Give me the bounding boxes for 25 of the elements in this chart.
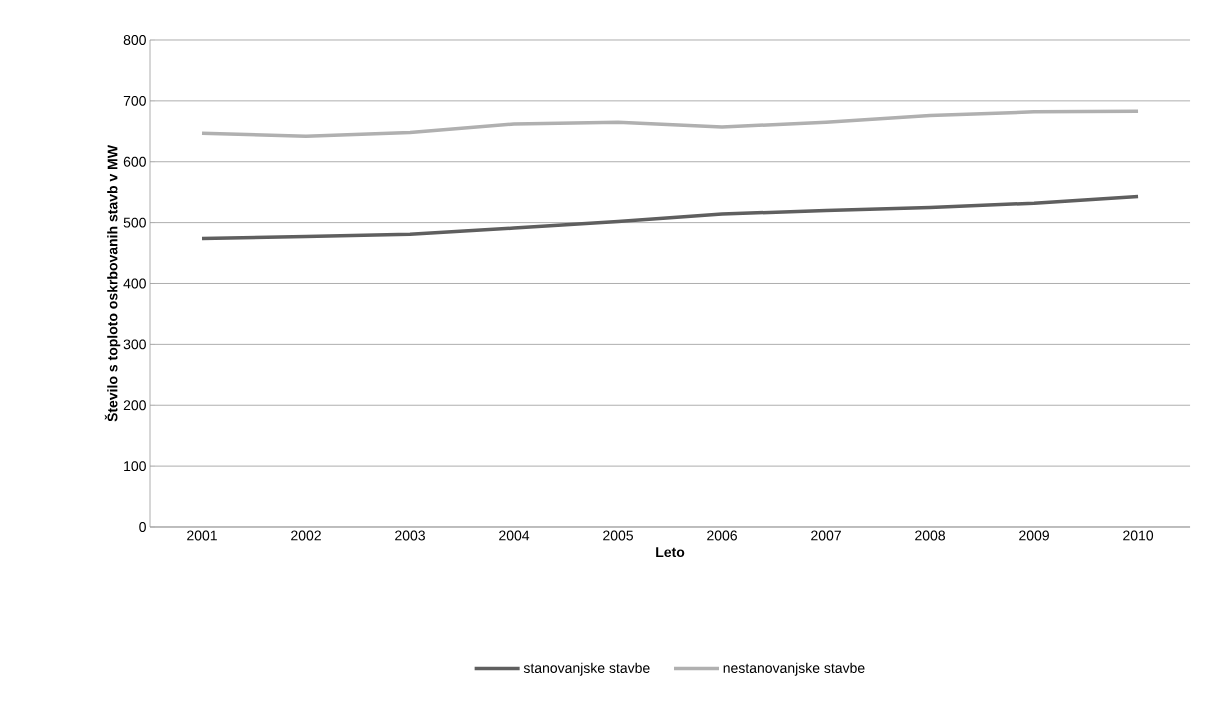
x-tick-label: 2007 (811, 530, 841, 541)
x-tick-label: 2009 (1019, 530, 1049, 541)
y-tick-label: 700 (123, 95, 146, 106)
x-tick-label: 2001 (187, 530, 217, 541)
x-tick-label: 2005 (603, 530, 634, 541)
y-tick-label: 0 (139, 522, 146, 532)
y-tick-label: 400 (123, 278, 146, 289)
legend-label: stanovanjske stavbe (523, 662, 650, 676)
x-tick-label: 2010 (1123, 530, 1154, 541)
y-tick-label: 200 (123, 400, 146, 411)
x-tick-label: 2006 (707, 530, 737, 541)
line-series (200, 194, 1140, 241)
x-tick-label: 2008 (915, 530, 946, 541)
y-axis-title: Število s toploto oskrbovanih stavb v MW (104, 145, 121, 422)
x-tick-label: 2002 (291, 530, 321, 541)
x-axis-title: Leto (656, 547, 685, 558)
y-tick-label: 300 (123, 339, 146, 350)
legend-label: nestanovanjske stavbe (723, 662, 865, 676)
y-tick-label: 800 (123, 35, 146, 45)
y-tick-label: 600 (123, 156, 146, 167)
y-tick-label: 500 (123, 217, 146, 228)
line-series (200, 109, 1140, 138)
y-tick-label: 100 (124, 461, 146, 472)
x-tick-label: 2004 (499, 530, 530, 541)
x-tick-label: 2003 (395, 530, 425, 541)
